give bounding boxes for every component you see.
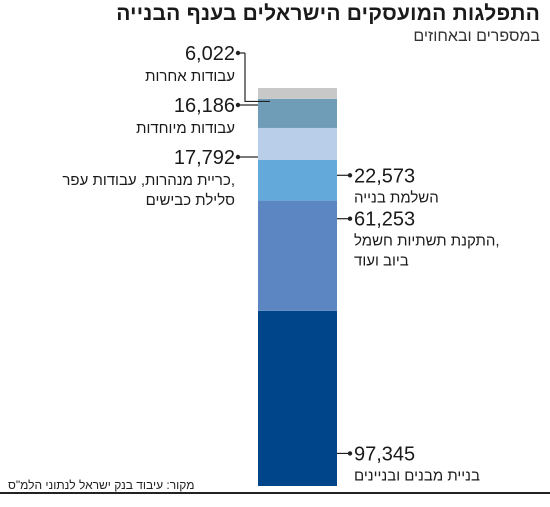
bar-segment-5 <box>258 88 337 99</box>
category-label-3-0: כריית מנהרות, עבודות עפר, <box>62 172 235 189</box>
bar-segment-1 <box>258 200 337 311</box>
bar-segment-4 <box>258 98 337 128</box>
leader-dot-0 <box>347 451 353 456</box>
value-label-0: 97,345 <box>354 443 415 465</box>
category-label-1-0: התקנת תשתיות חשמל, <box>354 233 500 250</box>
leader-dot-1 <box>347 216 353 221</box>
chart-subtitle: במספרים ובאחוזים <box>413 28 540 45</box>
bar-segment-3 <box>258 127 337 160</box>
value-label-4: 16,186 <box>174 95 235 117</box>
value-label-2: 22,573 <box>354 165 415 187</box>
category-label-5-0: עבודות אחרות <box>145 68 235 85</box>
category-label-3-1: סלילת כבישים <box>146 192 235 209</box>
category-label-1-1: ביוב ועוד <box>354 253 409 270</box>
value-label-1: 61,253 <box>354 209 415 231</box>
bar-segment-2 <box>258 159 337 201</box>
source-note: מקור: עיבוד בנק ישראל לנתוני הלמ"ס <box>8 478 195 492</box>
chart-title: התפלגות המועסקים הישראלים בענף הבנייה <box>116 2 540 25</box>
value-label-5: 6,022 <box>185 43 235 65</box>
leader-dot-3 <box>235 154 241 160</box>
leader-dot-4 <box>235 102 241 108</box>
leader-dot-2 <box>347 173 353 178</box>
bracket-5 <box>244 53 270 103</box>
value-label-3: 17,792 <box>174 147 235 169</box>
bar-segment-0 <box>258 310 337 486</box>
bottom-divider <box>0 492 550 494</box>
category-label-4-0: עבודות מיוחדות <box>136 120 235 137</box>
category-label-2-0: השלמת בנייה <box>354 189 439 206</box>
category-label-0-0: בניית מבנים ובניינים <box>354 467 480 484</box>
leader-dot-5 <box>235 50 241 56</box>
